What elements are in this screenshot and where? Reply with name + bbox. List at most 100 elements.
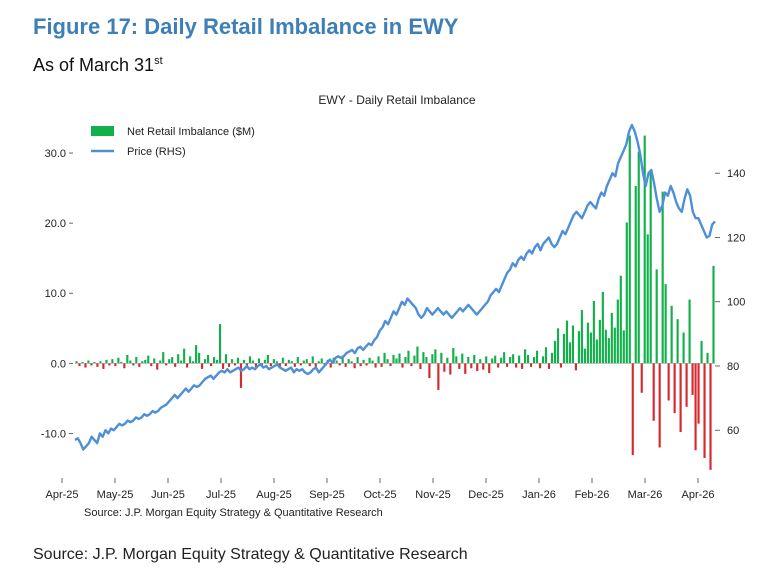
imbalance-bar	[251, 360, 255, 364]
imbalance-bar	[488, 363, 491, 374]
imbalance-bar	[562, 333, 566, 364]
imbalance-bar	[290, 361, 293, 364]
imbalance-bar	[706, 352, 709, 364]
imbalance-bar	[383, 352, 386, 364]
imbalance-bar	[458, 363, 461, 369]
imbalance-bar	[311, 356, 314, 364]
imbalance-bar	[628, 135, 631, 364]
x-tick-label: Jan-26	[522, 489, 556, 501]
imbalance-bar	[691, 363, 694, 395]
imbalance-bar	[347, 359, 350, 364]
imbalance-bar	[685, 363, 688, 407]
imbalance-bar	[479, 359, 482, 364]
imbalance-bar	[601, 291, 604, 364]
imbalance-bar	[144, 359, 147, 364]
imbalance-bar	[506, 363, 509, 367]
imbalance-bar	[535, 350, 539, 364]
imbalance-bar	[428, 363, 431, 379]
left-y-tick-label: -10.0	[41, 428, 66, 440]
x-tick-label: Jun-25	[151, 489, 185, 501]
imbalance-bar	[541, 356, 545, 364]
imbalance-bar	[682, 332, 685, 364]
imbalance-bar	[189, 356, 192, 364]
imbalance-bar	[425, 357, 428, 364]
imbalance-bar	[192, 361, 195, 364]
imbalance-bar	[335, 360, 338, 364]
legend-label-price: Price (RHS)	[127, 146, 186, 158]
imbalance-bar	[455, 356, 458, 364]
imbalance-bar	[610, 312, 613, 364]
imbalance-bar	[658, 363, 661, 448]
figure-subtitle: As of March 31st	[33, 55, 163, 76]
imbalance-bar	[443, 363, 446, 372]
imbalance-bar	[565, 320, 569, 364]
imbalance-bar	[320, 358, 323, 364]
imbalance-bar	[96, 363, 99, 367]
imbalance-bar	[604, 329, 607, 364]
imbalance-bar	[105, 359, 108, 364]
imbalance-bar	[338, 363, 341, 366]
imbalance-bar	[461, 353, 464, 364]
imbalance-bar	[218, 324, 222, 364]
imbalance-bar	[419, 363, 422, 369]
imbalance-bar	[404, 357, 407, 364]
left-y-tick-label: 20.0	[45, 218, 66, 230]
imbalance-bar	[509, 357, 512, 364]
imbalance-bar	[305, 359, 308, 364]
imbalance-bar	[631, 363, 634, 456]
imbalance-bar	[350, 361, 353, 364]
imbalance-bar	[664, 284, 667, 364]
imbalance-bar	[625, 222, 628, 364]
x-tick-label: Apr-26	[681, 489, 714, 501]
imbalance-bar	[556, 328, 560, 364]
imbalance-bar	[464, 363, 467, 374]
figure-source: Source: J.P. Morgan Equity Strategy & Qu…	[33, 546, 468, 563]
imbalance-bar	[171, 357, 174, 364]
right-y-tick-label: 140	[727, 168, 745, 180]
imbalance-bar	[120, 361, 123, 364]
imbalance-bar	[308, 363, 311, 367]
imbalance-bar	[521, 363, 524, 369]
left-y-tick-label: 0.0	[51, 358, 66, 370]
imbalance-bar	[299, 363, 302, 366]
x-tick-label: Aug-25	[256, 489, 291, 501]
imbalance-bar	[515, 363, 518, 368]
imbalance-bar	[434, 349, 437, 364]
imbalance-bar	[694, 363, 697, 451]
imbalance-bar	[640, 363, 643, 393]
imbalance-bar	[547, 363, 551, 369]
imbalance-bar	[380, 363, 383, 367]
imbalance-bar	[473, 354, 476, 364]
x-tick-label: May-25	[97, 489, 134, 501]
imbalance-bar	[221, 363, 225, 369]
imbalance-bar	[168, 359, 171, 364]
left-y-tick-label: 30.0	[45, 148, 66, 160]
imbalance-bar	[132, 363, 135, 366]
imbalance-bar	[467, 357, 470, 364]
figure-subtitle-superscript: st	[154, 55, 163, 67]
imbalance-bar	[141, 361, 144, 364]
imbalance-bar	[174, 363, 177, 367]
imbalance-bar	[700, 340, 703, 364]
imbalance-bar	[377, 356, 380, 364]
x-tick-label: Apr-25	[45, 489, 78, 501]
imbalance-bar	[254, 363, 258, 367]
imbalance-bar	[281, 357, 284, 364]
imbalance-bar	[568, 342, 572, 364]
imbalance-bar	[574, 363, 578, 371]
imbalance-bar	[637, 151, 640, 364]
imbalance-bar	[293, 363, 296, 367]
imbalance-bar	[159, 360, 162, 364]
imbalance-bar	[257, 358, 260, 364]
imbalance-bar	[156, 363, 159, 370]
imbalance-bar	[177, 354, 180, 364]
imbalance-bar	[616, 299, 619, 364]
imbalance-bar	[494, 355, 497, 364]
imbalance-bar	[138, 363, 141, 367]
imbalance-bar	[553, 340, 557, 364]
imbalance-bar	[162, 352, 165, 364]
imbalance-bar	[374, 363, 377, 368]
imbalance-bar	[87, 360, 90, 364]
imbalance-bar	[204, 359, 207, 364]
imbalance-bar	[278, 363, 281, 368]
